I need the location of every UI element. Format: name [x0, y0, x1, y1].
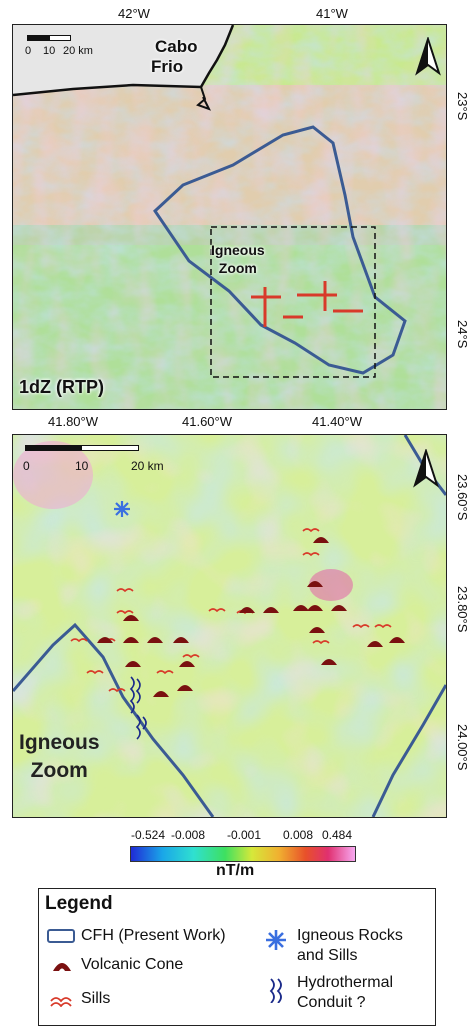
legend-cfh-label: CFH (Present Work): [81, 927, 226, 944]
cfh-outline-lower-right: [371, 684, 446, 817]
top-scale-10: 10: [43, 45, 56, 57]
top-zoom-label: Igneous Zoom: [211, 242, 265, 276]
sills-icon: [50, 997, 72, 1007]
legend-igneous-label: Igneous Rocks and Sills: [297, 927, 403, 964]
bottom-scale-bar-white: [81, 445, 139, 451]
lat-tick-2400: 24.00°S: [455, 724, 470, 771]
lon-tick-41w: 41°W: [316, 6, 348, 21]
zoom-box: [210, 226, 376, 378]
cfh-outline-top: [153, 125, 407, 375]
cfh-legend-icon: [47, 929, 75, 943]
igneous-rocks-legend-icon: [266, 930, 286, 950]
north-arrow-bottom-icon: [413, 449, 439, 488]
lat-tick-23s: 23°S: [455, 92, 470, 121]
top-map-panel[interactable]: 0 10 20 km Cabo Frio Igneous Zoom 1dZ (R…: [12, 24, 447, 410]
top-scale-20: 20 km: [63, 45, 93, 57]
lon-tick-4180: 41.80°W: [48, 414, 99, 429]
top-map-svg: [13, 25, 446, 409]
colorbar-tick-0: -0.524: [130, 828, 166, 842]
hydrothermal-conduit-icon: [269, 978, 282, 1003]
colorbar-unit: nT/m: [216, 862, 255, 879]
cfh-outline-left: [13, 622, 215, 817]
colorbar: [130, 846, 356, 862]
lat-tick-2380: 23.80°S: [455, 586, 470, 633]
lon-tick-42w: 42°W: [118, 6, 150, 21]
bottom-scale-10: 10: [75, 459, 89, 473]
bottom-scale-20: 20 km: [131, 459, 164, 473]
top-scale-bar-white: [49, 35, 71, 41]
bottom-map-svg: [13, 435, 446, 817]
bottom-panel-label: Igneous Zoom: [19, 731, 100, 782]
colorbar-tick-2: -0.001: [226, 828, 262, 842]
legend-box: Legend CFH (Present Work) Volcanic Cone …: [38, 888, 436, 1026]
colorbar-tick-1: -0.008: [170, 828, 206, 842]
north-arrow-icon: [415, 37, 441, 76]
hydrothermal-conduit-group: [129, 676, 147, 740]
lat-tick-2360: 23.60°S: [455, 474, 470, 521]
legend-title: Legend: [45, 893, 113, 914]
volcanic-cone-icon: [53, 963, 71, 971]
cabo-frio-label: Cabo Frio: [151, 37, 198, 76]
top-panel-label: 1dZ (RTP): [19, 377, 104, 397]
top-scale-0: 0: [25, 45, 32, 57]
bottom-scale-bar: [25, 445, 81, 451]
sills-group: [70, 528, 392, 693]
legend-volcanic-label: Volcanic Cone: [81, 956, 184, 973]
legend-hydro-label: Hydrothermal Conduit ?: [297, 974, 394, 1011]
bottom-scale-0: 0: [23, 459, 30, 473]
igneous-rocks-icon: [114, 501, 130, 517]
bottom-map-panel[interactable]: 0 10 20 km Igneous Zoom: [12, 434, 447, 818]
lon-tick-4140: 41.40°W: [312, 414, 363, 429]
volcanic-cone-group: [97, 537, 405, 697]
colorbar-tick-4: 0.484: [321, 828, 353, 842]
lat-tick-24s: 24°S: [455, 320, 470, 349]
colorbar-tick-3: 0.008: [282, 828, 314, 842]
lon-tick-4160: 41.60°W: [182, 414, 233, 429]
legend-sills-label: Sills: [81, 990, 111, 1007]
